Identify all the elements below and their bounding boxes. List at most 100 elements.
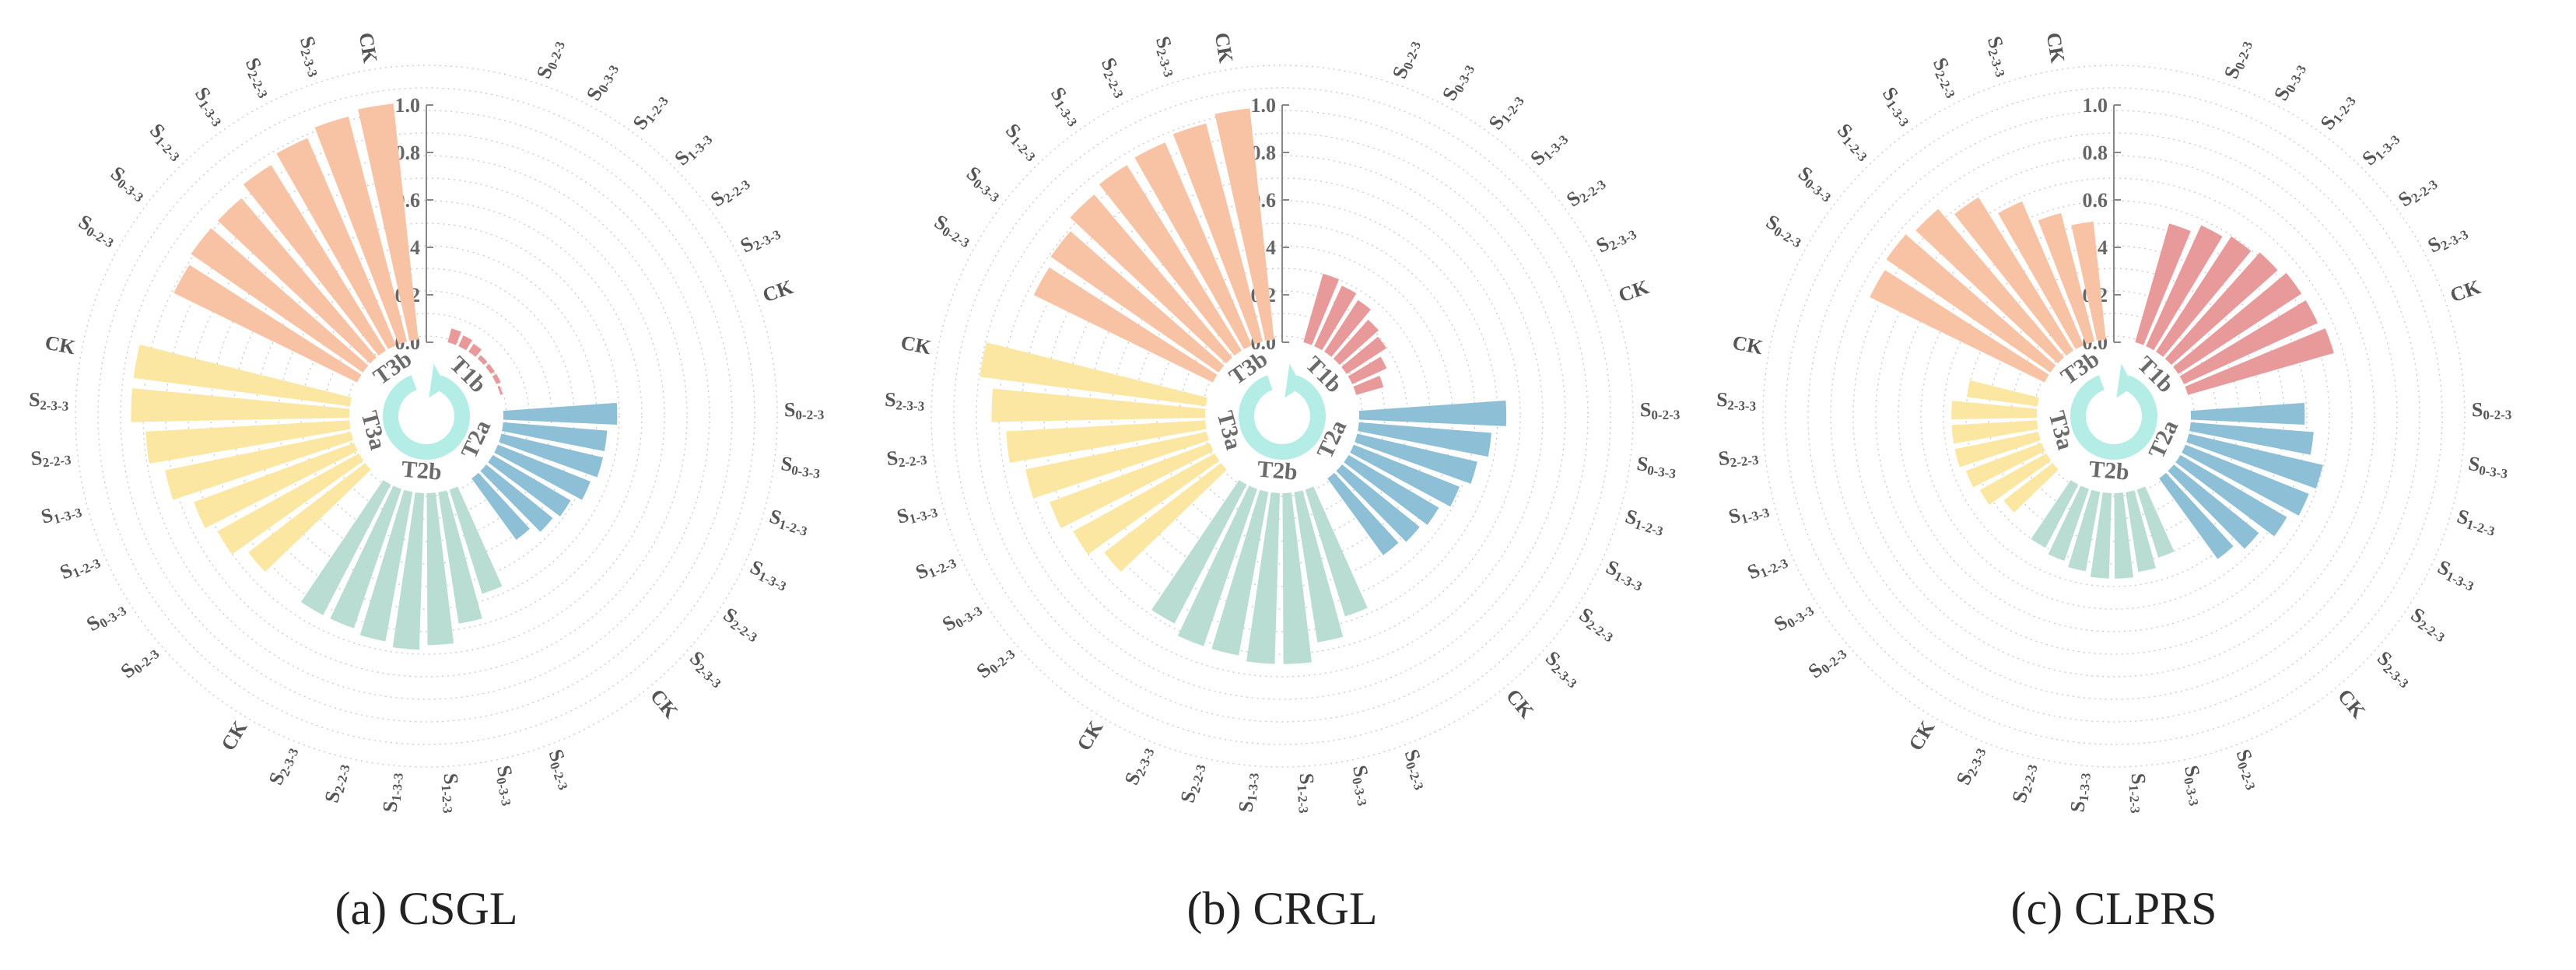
bar-T1b-7	[497, 385, 503, 395]
axis-tick-label: 1.0	[2083, 94, 2108, 117]
bar-label: S1-2-3	[2126, 772, 2152, 814]
bar-label: S0-3-3	[2467, 452, 2510, 481]
bar-T3b-6	[2038, 212, 2095, 345]
bar-label: S0-2-3	[1399, 746, 1435, 792]
grid-ring	[1830, 132, 2398, 700]
bar-T2a-3	[1355, 433, 1477, 484]
bar-T2a-1	[1358, 400, 1507, 426]
bar-T3a-2	[1073, 453, 1220, 555]
bar-T2a-6	[1336, 464, 1420, 542]
bar-label: S0-3-3	[106, 162, 152, 205]
bar-label: S1-2-3	[438, 772, 464, 814]
bar-label: S0-2-3	[2472, 398, 2512, 423]
bar-T2b-7	[2031, 480, 2079, 548]
bar-label: S1-2-3	[2454, 505, 2499, 539]
bar-T2a-2	[502, 422, 608, 452]
chart-panel-1: 0.00.20.40.60.81.0S0-2-3S0-3-3S1-2-3S1-3…	[29, 31, 825, 934]
bar-label: S2-3-3	[685, 646, 731, 691]
bar-label: S1-2-3	[1744, 547, 1790, 585]
bar-label: S2-3-3	[29, 388, 69, 414]
panel-caption: (c) CLPRS	[2010, 883, 2217, 934]
grid-ring	[998, 132, 1566, 700]
grid-ring	[1785, 87, 2443, 745]
bar-T1b-6	[492, 373, 501, 384]
bar-label: S0-2-3	[2220, 37, 2255, 82]
grid-ring	[1021, 155, 1544, 678]
bar-label: S1-3-3	[895, 496, 940, 530]
bar-T1b-1	[2135, 223, 2191, 345]
bar-label: CK	[355, 31, 382, 65]
bar-label: S0-2-3	[74, 210, 121, 250]
bar-T3b-3	[217, 198, 377, 364]
bar-T3a-3	[1965, 443, 2045, 488]
bar-label: S2-2-3	[240, 54, 279, 101]
grid-ring	[1875, 177, 2353, 655]
bar-T2b-2	[1294, 490, 1344, 643]
grid-ring	[97, 87, 755, 745]
bar-label: S2-2-3	[885, 443, 927, 471]
bar-T3b-4	[1099, 165, 1242, 356]
bar-label: CK	[1502, 685, 1539, 723]
bar-T1b-2	[458, 335, 473, 351]
bar-label: S2-3-3	[1593, 219, 1639, 258]
bar-T3b-5	[1134, 142, 1253, 350]
circular-arrow-icon	[1239, 363, 1326, 460]
bar-T3a-6	[1951, 401, 2038, 420]
bar-T2b-1	[449, 486, 503, 594]
bar-T2a-3	[2186, 433, 2323, 489]
bar-label: S2-2-3	[2406, 603, 2453, 645]
circular-arrow-icon	[2070, 363, 2157, 460]
bar-label: S1-2-3	[913, 547, 959, 585]
bar-label: CK	[1904, 716, 1939, 755]
panel-caption: (b) CRGL	[1187, 883, 1378, 934]
grid-ring	[1762, 65, 2466, 768]
bar-T2b-5	[1211, 489, 1269, 656]
grid-ring	[142, 132, 710, 700]
circular-arrow-icon	[383, 363, 470, 460]
bar-label: S2-2-3	[1575, 603, 1621, 645]
bar-label: S2-3-3	[294, 33, 329, 79]
bar-T2b-6	[1177, 485, 1258, 646]
bar-label: CK	[646, 685, 683, 723]
bar-label: S0-2-3	[972, 639, 1018, 684]
bar-T3b-4	[243, 165, 386, 356]
bar-label: S2-3-3	[1150, 33, 1185, 79]
bar-label: S1-2-3	[57, 547, 103, 585]
bar-label: S0-2-3	[1803, 639, 1849, 684]
bar-T2a-4	[1350, 444, 1460, 507]
bar-label: S1-3-3	[1726, 496, 1772, 530]
bar-T1b-3	[2156, 236, 2252, 357]
grid-ring	[1898, 200, 2330, 632]
bar-label: S2-2-3	[1562, 170, 1609, 212]
bar-label: S2-3-3	[885, 388, 925, 414]
bar-T1b-7	[2185, 328, 2334, 395]
bar-T3a-5	[1951, 420, 2038, 444]
bar-T3a-3	[1050, 443, 1214, 528]
grid-ring	[976, 110, 1589, 723]
grid-ring	[1920, 222, 2308, 610]
bar-T2a-2	[1358, 422, 1491, 457]
bar-label: S2-3-3	[265, 743, 302, 789]
grid-ring	[953, 87, 1611, 745]
bar-T3b-7	[1214, 108, 1274, 341]
bar-label: CK	[760, 275, 797, 307]
bar-T2a-3	[499, 433, 604, 478]
bar-label: S1-3-3	[39, 496, 84, 530]
bar-T3a-5	[145, 420, 351, 464]
bar-label: S2-3-3	[1540, 646, 1586, 691]
bar-label: S1-3-3	[1234, 772, 1261, 814]
bar-T2b-1	[1305, 486, 1368, 617]
bar-T2a-4	[494, 444, 591, 500]
grid-ring	[75, 65, 778, 768]
bar-label: S0-2-3	[784, 398, 825, 423]
bar-T2b-6	[2048, 485, 2090, 562]
bar-T2b-5	[359, 489, 413, 642]
bar-label: CK	[2042, 31, 2070, 65]
bar-label: S2-2-3	[1176, 761, 1208, 805]
bar-T3a-4	[165, 432, 353, 500]
group-label-T2b: T2b	[1256, 456, 1299, 485]
bar-T3b-6	[314, 116, 408, 345]
bar-T3a-3	[194, 443, 358, 528]
bar-label: S2-2-3	[706, 170, 753, 212]
bar-T1b-4	[1333, 320, 1379, 366]
